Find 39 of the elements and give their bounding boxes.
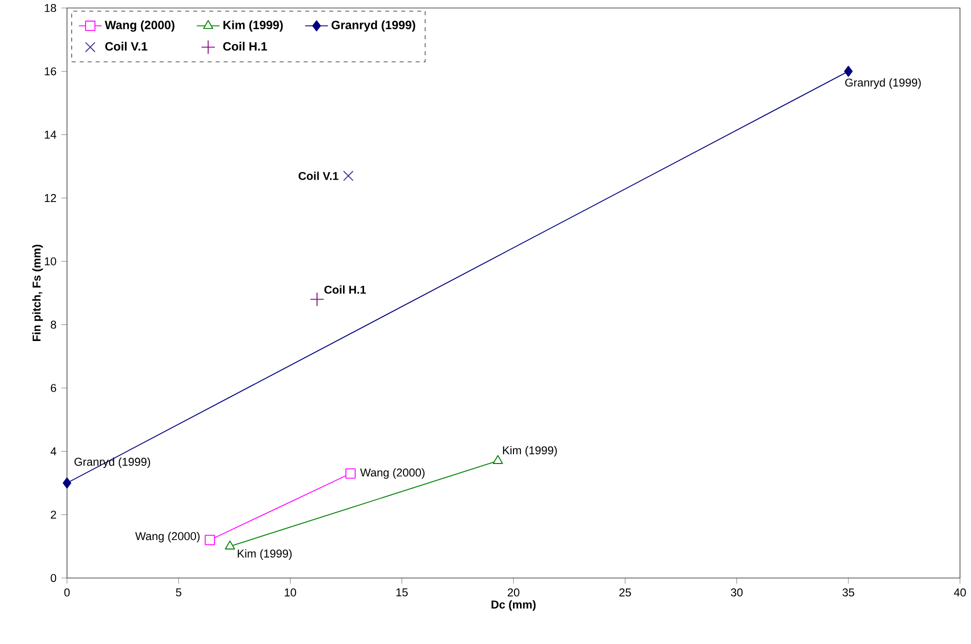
y-tick-label: 18 bbox=[44, 4, 56, 12]
y-tick-label: 10 bbox=[44, 257, 56, 266]
legend-label: Granryd (1999) bbox=[332, 20, 416, 32]
y-tick-label: 16 bbox=[44, 67, 56, 76]
y-tick-label: 2 bbox=[50, 510, 56, 519]
annotation: Kim (1999) bbox=[238, 549, 292, 560]
annotation: Coil V.1 bbox=[298, 172, 338, 180]
y-tick-label: 4 bbox=[50, 447, 56, 456]
x-tick-label: 20 bbox=[508, 588, 520, 596]
point bbox=[204, 534, 216, 546]
x-tick-label: 30 bbox=[730, 588, 743, 596]
point bbox=[62, 477, 72, 489]
y-tick-label: 8 bbox=[50, 320, 56, 329]
y-tick-label: 14 bbox=[44, 130, 56, 139]
annotation: Wang (2000) bbox=[360, 468, 425, 479]
legend-label: Coil V.1 bbox=[105, 42, 148, 51]
annotation: Granryd (1999) bbox=[845, 78, 921, 89]
x-tick-label: 40 bbox=[954, 588, 966, 596]
legend-label: Wang (2000) bbox=[104, 20, 174, 32]
y-tick-label: 0 bbox=[50, 574, 56, 582]
x-tick-label: 25 bbox=[619, 588, 631, 596]
x-axis-title: Dc (mm) bbox=[492, 600, 536, 611]
point bbox=[345, 468, 356, 479]
y-axis-title: Fin pitch, Fs (mm) bbox=[32, 244, 43, 342]
legend-label: Kim (1999) bbox=[223, 20, 283, 32]
point bbox=[844, 66, 853, 77]
y-tick-label: 12 bbox=[44, 194, 56, 202]
x-tick-label: 5 bbox=[176, 588, 182, 596]
point bbox=[343, 170, 354, 182]
x-tick-label: 0 bbox=[64, 588, 70, 596]
y-tick-label: 6 bbox=[50, 384, 56, 392]
x-tick-label: 35 bbox=[842, 588, 854, 596]
annotation: Kim (1999) bbox=[503, 446, 557, 457]
x-tick-label: 15 bbox=[396, 588, 408, 596]
point bbox=[310, 292, 324, 306]
x-tick-label: 10 bbox=[284, 588, 296, 596]
annotation: Wang (2000) bbox=[135, 532, 200, 542]
annotation: Coil H.1 bbox=[324, 285, 366, 294]
legend-label: Coil H.1 bbox=[223, 42, 268, 51]
